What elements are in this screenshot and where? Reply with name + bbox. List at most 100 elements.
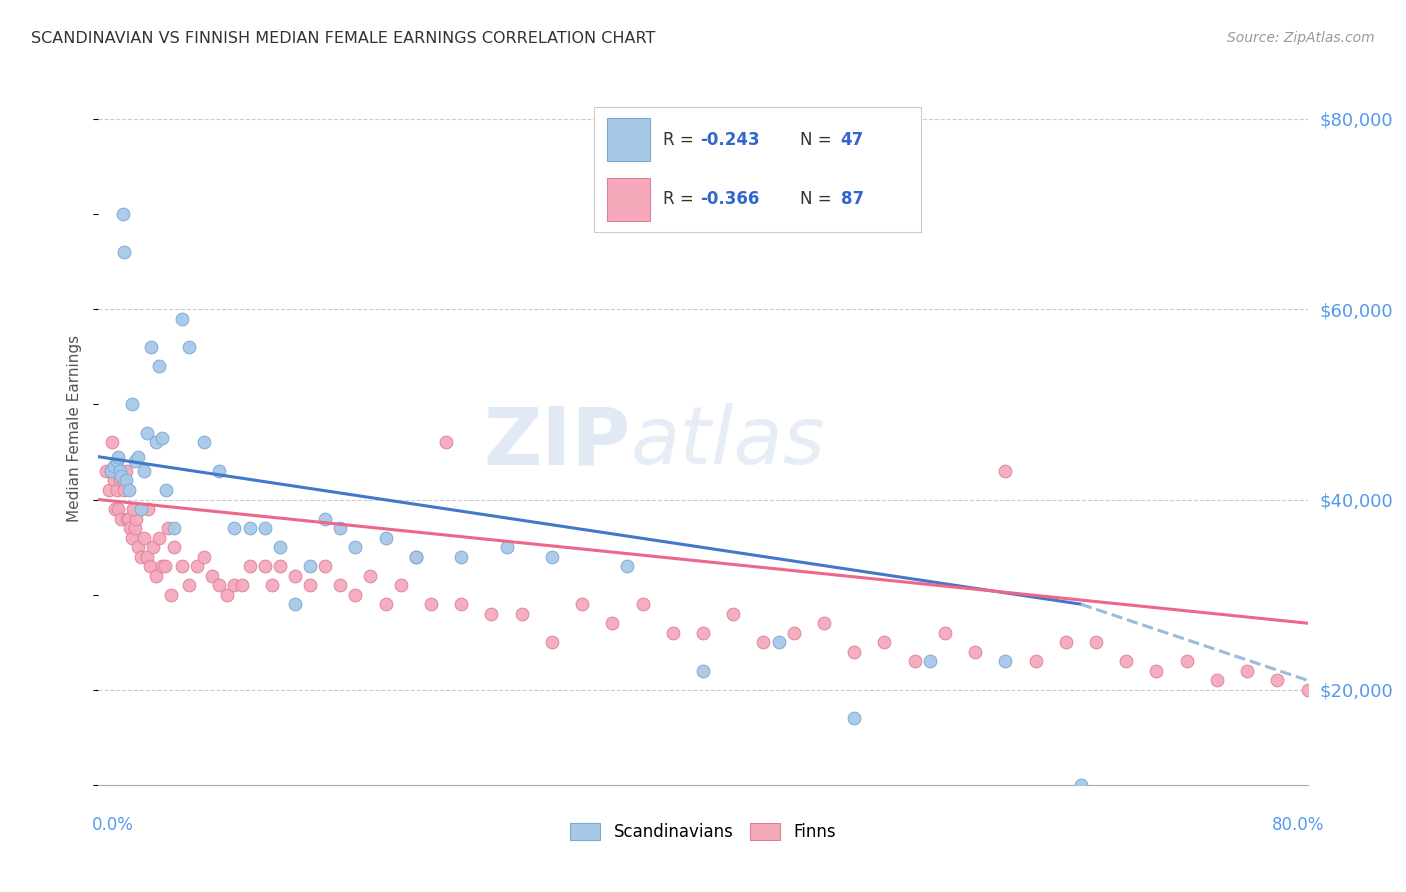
Point [284,568,307,582]
Point [142,540,165,554]
Point [239,559,262,574]
Point [994,654,1017,668]
Point [122,502,145,516]
Point [153,559,176,574]
Point [284,597,307,611]
Point [108,474,131,488]
Point [224,521,246,535]
Point [1024,654,1046,668]
Point [105,483,128,497]
Point [98,483,121,497]
Point [1070,778,1092,792]
Point [136,502,159,516]
Point [115,511,138,525]
Point [661,625,683,640]
Point [148,531,170,545]
Point [616,559,638,574]
Point [145,568,167,582]
Point [139,559,162,574]
Point [111,207,134,221]
Point [127,540,149,554]
Point [135,549,157,564]
Point [111,474,134,488]
Point [129,502,152,516]
Point [103,459,125,474]
Point [208,464,231,478]
Point [510,607,533,621]
Point [299,578,322,592]
Point [768,635,790,649]
Text: 0.0%: 0.0% [91,816,134,834]
Point [104,502,127,516]
Point [160,588,183,602]
Point [1206,673,1229,688]
Point [101,435,124,450]
Point [450,549,472,564]
Point [344,588,367,602]
Point [125,511,148,525]
Text: SCANDINAVIAN VS FINNISH MEDIAN FEMALE EARNINGS CORRELATION CHART: SCANDINAVIAN VS FINNISH MEDIAN FEMALE EA… [31,31,655,46]
Point [193,435,215,450]
Point [450,597,472,611]
Point [405,549,427,564]
Point [1236,664,1258,678]
Point [269,540,291,554]
Point [360,568,382,582]
Point [100,464,122,478]
Text: atlas: atlas [630,403,825,482]
Point [1175,654,1198,668]
Point [344,540,367,554]
Point [170,559,193,574]
Point [783,625,806,640]
Point [329,521,352,535]
Point [314,511,336,525]
Point [540,549,562,564]
Point [844,711,866,725]
Point [105,454,128,468]
Point [420,597,443,611]
Point [103,474,125,488]
Point [813,616,835,631]
Point [107,450,129,464]
Point [253,521,276,535]
Text: ZIP: ZIP [484,403,630,482]
Point [124,454,146,468]
Point [481,607,503,621]
Point [145,435,167,450]
Point [752,635,775,649]
Point [118,511,141,525]
Point [965,645,987,659]
Point [1115,654,1137,668]
Point [239,521,262,535]
Point [163,540,186,554]
Point [844,645,866,659]
Point [389,578,412,592]
Point [94,464,117,478]
Point [112,483,135,497]
Point [121,397,143,411]
Point [374,531,396,545]
Point [873,635,896,649]
Point [118,483,141,497]
Point [262,578,284,592]
Point [155,483,177,497]
Point [1085,635,1108,649]
Point [110,468,132,483]
Point [108,464,131,478]
Point [329,578,352,592]
Point [129,549,152,564]
Point [110,511,132,525]
Point [124,521,146,535]
Point [170,311,193,326]
Point [127,450,149,464]
Text: Source: ZipAtlas.com: Source: ZipAtlas.com [1227,31,1375,45]
Point [156,521,179,535]
Point [193,549,215,564]
Point [114,464,136,478]
Point [114,474,136,488]
Point [1144,664,1167,678]
Point [186,559,208,574]
Point [434,435,457,450]
Point [148,359,170,374]
Text: 80.0%: 80.0% [1272,816,1324,834]
